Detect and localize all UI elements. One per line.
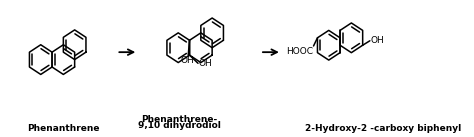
Text: Phenanthrene: Phenanthrene xyxy=(27,124,99,133)
Text: HOOC: HOOC xyxy=(286,47,313,56)
Text: Phenanthrene-: Phenanthrene- xyxy=(141,115,217,124)
Text: OH: OH xyxy=(371,36,384,45)
Text: OH: OH xyxy=(181,56,194,65)
Text: 9,10 dihydrodiol: 9,10 dihydrodiol xyxy=(137,122,220,130)
Text: 2-Hydroxy-2 -carboxy biphenyl: 2-Hydroxy-2 -carboxy biphenyl xyxy=(305,124,462,133)
Text: OH: OH xyxy=(199,59,213,68)
